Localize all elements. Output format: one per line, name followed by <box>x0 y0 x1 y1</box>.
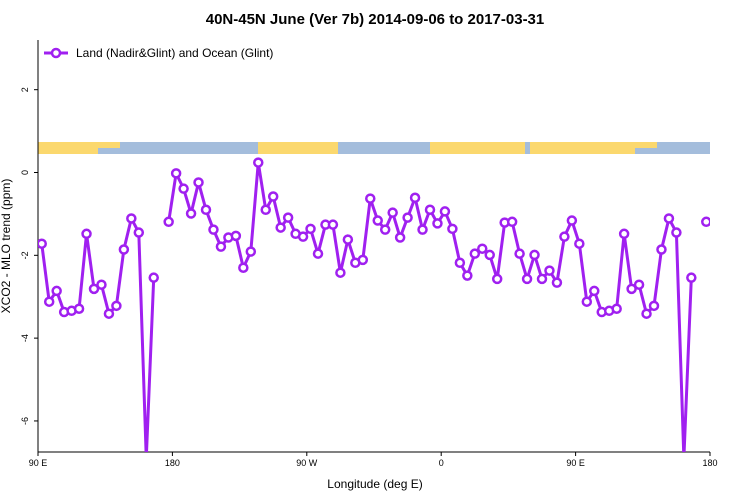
data-point <box>163 216 174 228</box>
data-point <box>641 308 652 319</box>
data-point <box>193 177 204 188</box>
data-point <box>148 272 159 283</box>
data-point <box>230 230 242 242</box>
data-point <box>462 270 473 281</box>
data-point <box>133 227 145 238</box>
y-tick-label: -2 <box>20 251 30 259</box>
data-point <box>680 454 688 462</box>
data-point <box>454 257 466 269</box>
data-point <box>126 213 137 224</box>
data-point <box>663 213 675 224</box>
data-point <box>439 206 451 217</box>
data-point <box>73 303 85 314</box>
data-point <box>312 248 324 259</box>
data-point <box>447 223 458 235</box>
data-point <box>671 227 682 238</box>
data-point <box>38 238 47 249</box>
data-point <box>51 285 62 297</box>
data-point <box>611 303 622 314</box>
data-point <box>253 157 264 168</box>
data-point <box>297 231 309 242</box>
data-point <box>111 300 122 312</box>
data-point <box>96 279 107 290</box>
data-point <box>118 244 130 255</box>
data-point <box>215 241 227 252</box>
data-point <box>357 254 369 266</box>
data-point <box>551 277 563 288</box>
data-point <box>574 238 585 249</box>
data-point <box>43 296 55 307</box>
data-point <box>484 249 495 261</box>
data-point <box>589 285 600 297</box>
data-point <box>521 273 533 285</box>
data-point <box>282 212 294 223</box>
legend-label: Land (Nadir&Glint) and Ocean (Glint) <box>76 46 273 60</box>
data-point <box>88 283 100 295</box>
y-axis-label: XCO2 - MLO trend (ppm) <box>0 179 13 314</box>
data-point <box>305 223 316 235</box>
data-point <box>335 267 346 278</box>
data-point <box>626 283 637 295</box>
data-point <box>491 273 503 285</box>
data-point <box>514 248 525 259</box>
x-tick-label: 180 <box>165 458 180 468</box>
x-tick-label: 90 W <box>296 458 318 468</box>
legend-marker <box>50 47 62 59</box>
data-point <box>581 296 593 307</box>
data-point <box>142 454 150 462</box>
x-tick-label: 0 <box>439 458 444 468</box>
data-point <box>559 231 570 242</box>
data-point <box>536 273 548 285</box>
legend: Land (Nadir&Glint) and Ocean (Glint) <box>44 46 273 60</box>
data-point <box>170 168 182 179</box>
data-point <box>469 248 481 259</box>
data-point <box>477 243 488 254</box>
data-point <box>417 224 428 235</box>
data-point <box>394 232 406 243</box>
data-point <box>260 204 271 216</box>
data-point <box>387 207 398 218</box>
x-tick-label: 90 E <box>566 458 585 468</box>
y-tick-label: -6 <box>20 417 30 425</box>
data-point <box>342 234 354 245</box>
data-point <box>178 183 189 194</box>
data-point <box>200 204 212 216</box>
data-point <box>372 215 383 226</box>
data-point <box>656 244 667 255</box>
data-point <box>409 192 421 204</box>
x-axis-label: Longitude (deg E) <box>327 477 422 491</box>
data-point <box>633 279 645 290</box>
data-point <box>208 224 219 235</box>
data-point <box>566 215 578 226</box>
data-point <box>544 265 555 276</box>
data-point <box>686 272 697 283</box>
data-point <box>327 219 339 230</box>
data-point <box>529 249 540 261</box>
y-tick-label: 0 <box>20 170 30 175</box>
data-point <box>701 216 710 228</box>
x-tick-label: 90 E <box>29 458 48 468</box>
data-point <box>618 228 630 240</box>
data-point <box>275 222 286 233</box>
data-point <box>424 204 436 216</box>
plot-area <box>38 157 710 463</box>
data-point <box>402 212 413 223</box>
data-point <box>648 300 660 312</box>
chart-title: 40N-45N June (Ver 7b) 2014-09-06 to 2017… <box>206 11 545 28</box>
data-point <box>267 191 279 202</box>
y-tick-label: 2 <box>20 87 30 92</box>
x-tick-label: 180 <box>702 458 717 468</box>
data-point <box>506 216 518 228</box>
data-point <box>379 224 391 235</box>
data-point <box>245 246 257 257</box>
data-point <box>238 262 249 273</box>
data-point <box>185 208 197 219</box>
land-ocean-strip <box>38 142 710 154</box>
data-point <box>365 193 376 204</box>
data-point <box>103 308 115 319</box>
data-point <box>81 228 92 240</box>
y-tick-label: -4 <box>20 334 30 342</box>
data-point <box>432 218 443 229</box>
